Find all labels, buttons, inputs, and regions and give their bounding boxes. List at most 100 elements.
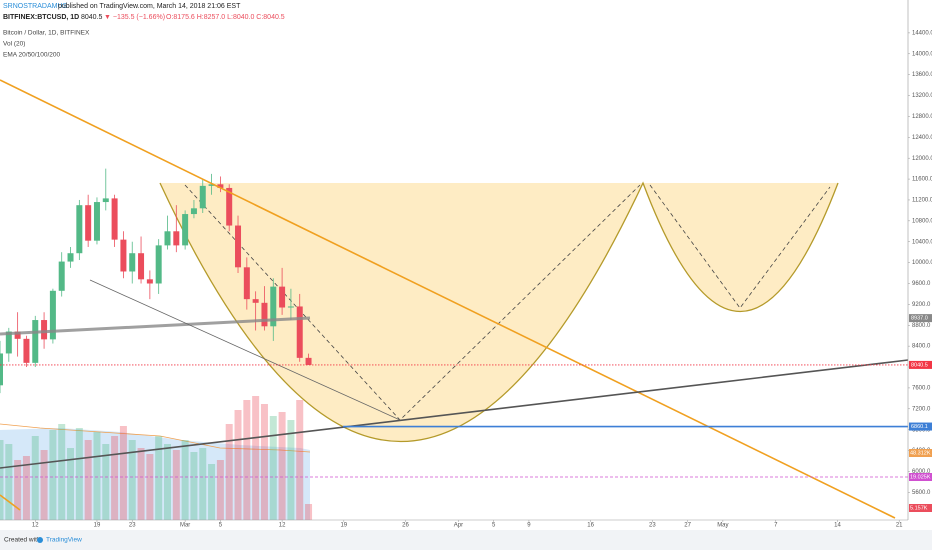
x-tick-label: 21: [896, 523, 903, 529]
candle-body: [155, 245, 162, 284]
price-label-box: [909, 422, 932, 431]
candle-body: [76, 205, 83, 254]
trend-line: [0, 359, 909, 469]
volume-bar: [14, 460, 22, 520]
x-tick-label: 5: [219, 523, 223, 529]
y-tick-label: 8400.0: [912, 344, 931, 350]
volume-bar: [216, 460, 224, 520]
volume-bar: [252, 396, 260, 520]
ohlc: O:8175.6 H:8257.0 L:8040.0 C:8040.5: [166, 14, 285, 21]
volume-ma-line: [0, 423, 311, 453]
y-tick-label: 10800.0: [912, 218, 932, 224]
volume-bar: [128, 440, 136, 520]
symbol: BITFINEX:BTCUSD, 1D: [3, 14, 79, 21]
price-label-box: [909, 360, 932, 369]
candle-body: [58, 261, 65, 291]
volume-bar: [199, 448, 207, 520]
price-label: 8937.0: [911, 316, 928, 322]
y-tick-label: 5600.0: [912, 490, 931, 496]
candle-body: [270, 286, 277, 327]
volume-bar: [287, 420, 295, 520]
candle-body: [146, 279, 153, 284]
volume-bar: [0, 440, 4, 520]
volume-bar: [190, 452, 198, 520]
last-price: 8040.5: [81, 14, 103, 21]
volume-label-box: [909, 504, 932, 512]
x-tick-label: 19: [94, 523, 101, 529]
volume-bar: [269, 416, 277, 520]
candle-body: [67, 253, 74, 262]
candle-group: [0, 168, 312, 394]
x-tick-label: 5: [492, 523, 496, 529]
volume-bar: [260, 404, 268, 520]
volume-label-box: [909, 473, 932, 481]
candle-body: [102, 198, 109, 203]
candle-body: [217, 184, 224, 188]
y-tick-label: 7200.0: [912, 406, 931, 412]
footer-brand[interactable]: TradingView: [46, 537, 82, 544]
x-tick-label: 27: [684, 523, 691, 529]
x-tick-label: 7: [774, 523, 778, 529]
x-tick-label: Apr: [454, 523, 463, 529]
y-tick-label: 13200.0: [912, 93, 932, 99]
volume-bar: [75, 428, 83, 520]
volume-bar: [296, 400, 304, 520]
y-tick-label: 13600.0: [912, 72, 932, 78]
y-tick-label: 7600.0: [912, 385, 931, 391]
y-tick-label: 10400.0: [912, 239, 932, 245]
x-tick-label: 23: [649, 523, 656, 529]
candle-body: [93, 202, 100, 241]
volume-bar: [49, 430, 57, 520]
x-tick-label: 12: [32, 523, 39, 529]
y-tick-label: 6000.0: [912, 469, 931, 475]
candle-body: [296, 306, 303, 358]
volume-bar: [172, 450, 180, 520]
volume-label-box: [909, 449, 932, 457]
candle-body: [41, 320, 48, 340]
volume-bar: [146, 454, 154, 520]
volume-bar: [58, 424, 66, 520]
candle-body: [32, 320, 39, 363]
volume-bar: [137, 448, 145, 520]
volume-label: 48.312K: [910, 450, 931, 456]
candle-body: [120, 239, 127, 272]
indicator: EMA 20/50/100/200: [3, 52, 60, 59]
volume-bar: [234, 410, 242, 520]
y-tick-label: 9600.0: [912, 281, 931, 287]
y-tick-label: 10000.0: [912, 260, 932, 266]
candle-body: [138, 253, 145, 280]
candle-body: [23, 338, 30, 363]
ema-line: [0, 316, 311, 336]
volume-bar: [163, 444, 171, 520]
candle-body: [49, 290, 56, 340]
candle-body: [182, 214, 189, 246]
candle-body: [252, 299, 259, 303]
candle-body: [199, 185, 206, 209]
volume-bar: [278, 412, 286, 520]
candle-body: [305, 357, 312, 365]
x-tick-label: 19: [340, 523, 347, 529]
volume-bar: [155, 436, 163, 520]
author[interactable]: SRNOSTRADAMUS: [3, 3, 68, 10]
x-tick-label: 23: [129, 523, 136, 529]
y-tick-label: 14000.0: [912, 51, 932, 57]
volume-group: [0, 396, 313, 520]
x-tick-label: Mar: [180, 523, 190, 529]
volume-bar: [208, 464, 216, 520]
volume-bar: [181, 440, 189, 520]
candle-body: [235, 225, 242, 268]
y-tick-label: 12000.0: [912, 156, 932, 162]
candle-body: [261, 302, 268, 327]
trend-line: [89, 279, 401, 421]
y-tick-label: 14400.0: [912, 30, 932, 36]
volume-bar: [102, 444, 110, 520]
y-tick-label: 12800.0: [912, 114, 932, 120]
cup-outline: [159, 181, 839, 442]
volume-bar: [40, 450, 48, 520]
footer-bar: [0, 530, 932, 550]
footer-text: Created with: [4, 537, 41, 544]
x-tick-label: 12: [279, 523, 286, 529]
y-tick-label: 11200.0: [912, 198, 932, 204]
candle-body: [129, 253, 136, 272]
